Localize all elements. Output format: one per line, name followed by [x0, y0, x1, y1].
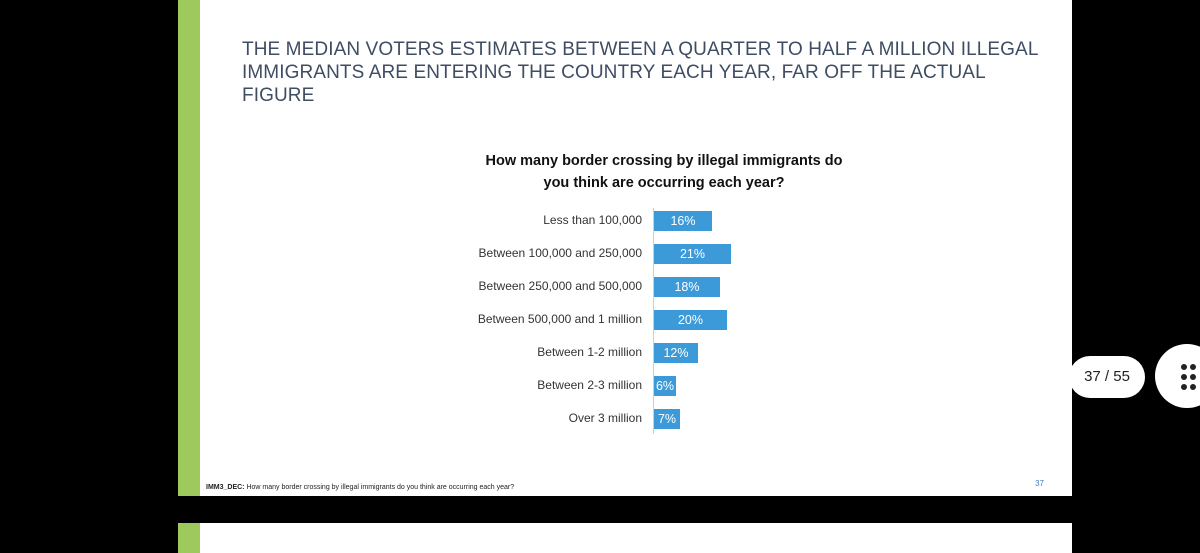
- bar: 20%: [654, 310, 727, 330]
- bar: 21%: [654, 244, 731, 264]
- category-label: Between 250,000 and 500,000: [478, 279, 642, 293]
- bar: 12%: [654, 343, 698, 363]
- chart-title: How many border crossing by illegal immi…: [485, 153, 843, 191]
- footnote-text: How many border crossing by illegal immi…: [244, 484, 515, 491]
- slide-accent-bar: [178, 0, 200, 496]
- category-label: Between 1-2 million: [537, 345, 642, 359]
- category-label: Between 500,000 and 1 million: [477, 312, 642, 326]
- chart-axis-line: [653, 208, 654, 434]
- bar: 6%: [654, 376, 676, 396]
- slide-page: THE MEDIAN VOTERS ESTIMATES BETWEEN A QU…: [178, 0, 1072, 496]
- slide-title: THE MEDIAN VOTERS ESTIMATES BETWEEN A QU…: [242, 39, 1038, 106]
- more-menu-button[interactable]: [1155, 344, 1200, 408]
- next-slide-page[interactable]: [178, 523, 1072, 553]
- footnote: IMM3_DEC: How many border crossing by il…: [206, 484, 514, 491]
- bar: 16%: [654, 211, 712, 231]
- footnote-code: IMM3_DEC:: [206, 484, 245, 491]
- more-dots-icon: [1181, 364, 1197, 390]
- slide-number: 37: [1035, 479, 1044, 488]
- bar: 18%: [654, 277, 720, 297]
- category-label: Between 100,000 and 250,000: [478, 246, 642, 260]
- category-label: Less than 100,000: [543, 213, 642, 227]
- category-label: Between 2-3 million: [537, 378, 642, 392]
- next-slide-accent-bar: [178, 523, 200, 553]
- bar: 7%: [654, 409, 680, 429]
- page-indicator: 37 / 55: [1069, 356, 1145, 398]
- category-label: Over 3 million: [568, 411, 642, 425]
